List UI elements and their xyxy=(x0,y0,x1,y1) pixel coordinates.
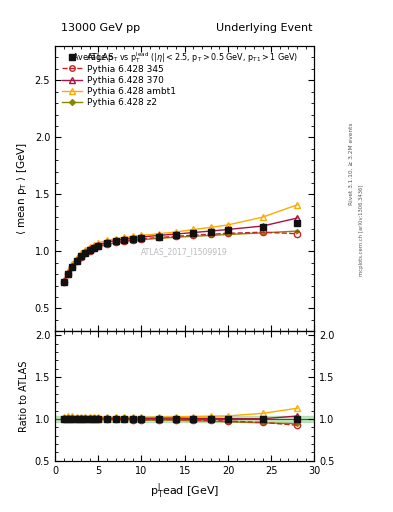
Legend: ATLAS, Pythia 6.428 345, Pythia 6.428 370, Pythia 6.428 ambt1, Pythia 6.428 z2: ATLAS, Pythia 6.428 345, Pythia 6.428 37… xyxy=(59,51,178,110)
Pythia 6.428 345 xyxy=(83,250,88,257)
Pythia 6.428 345 xyxy=(208,231,213,238)
Pythia 6.428 345 xyxy=(74,259,79,265)
Pythia 6.428 345 xyxy=(139,236,144,242)
Pythia 6.428 345 xyxy=(61,279,66,285)
Pythia 6.428 z2 xyxy=(122,239,127,245)
Text: ATLAS_2017_I1509919: ATLAS_2017_I1509919 xyxy=(141,247,228,256)
Pythia 6.428 ambt1 xyxy=(226,222,230,228)
Pythia 6.428 370 xyxy=(83,249,88,255)
Pythia 6.428 z2 xyxy=(139,237,144,243)
Pythia 6.428 345 xyxy=(92,245,96,251)
Pythia 6.428 z2 xyxy=(130,238,135,244)
Pythia 6.428 370 xyxy=(208,228,213,234)
Text: Underlying Event: Underlying Event xyxy=(216,23,312,33)
Pythia 6.428 370 xyxy=(74,257,79,263)
Pythia 6.428 z2 xyxy=(295,228,299,234)
Pythia 6.428 ambt1 xyxy=(105,238,109,244)
Pythia 6.428 345 xyxy=(105,241,109,247)
Pythia 6.428 z2 xyxy=(83,250,88,257)
Pythia 6.428 z2 xyxy=(156,236,161,242)
Pythia 6.428 345 xyxy=(156,234,161,241)
Pythia 6.428 ambt1 xyxy=(87,244,92,250)
Pythia 6.428 z2 xyxy=(92,246,96,252)
Text: 13000 GeV pp: 13000 GeV pp xyxy=(61,23,140,33)
Pythia 6.428 370 xyxy=(61,278,66,284)
Pythia 6.428 ambt1 xyxy=(139,232,144,239)
Pythia 6.428 ambt1 xyxy=(96,240,101,246)
Pythia 6.428 345 xyxy=(70,264,75,270)
Pythia 6.428 z2 xyxy=(61,280,66,286)
Text: mcplots.cern.ch [arXiv:1306.3436]: mcplots.cern.ch [arXiv:1306.3436] xyxy=(359,185,364,276)
Pythia 6.428 ambt1 xyxy=(156,230,161,237)
Line: Pythia 6.428 345: Pythia 6.428 345 xyxy=(61,229,300,285)
Pythia 6.428 370 xyxy=(130,235,135,241)
Pythia 6.428 z2 xyxy=(74,259,79,265)
Pythia 6.428 z2 xyxy=(191,233,196,240)
Pythia 6.428 345 xyxy=(87,248,92,254)
Pythia 6.428 ambt1 xyxy=(66,268,70,274)
Pythia 6.428 ambt1 xyxy=(130,233,135,240)
Pythia 6.428 370 xyxy=(226,226,230,232)
Pythia 6.428 345 xyxy=(295,230,299,237)
Pythia 6.428 z2 xyxy=(87,248,92,254)
Pythia 6.428 z2 xyxy=(66,271,70,278)
Pythia 6.428 z2 xyxy=(226,231,230,238)
Pythia 6.428 z2 xyxy=(96,244,101,250)
Pythia 6.428 370 xyxy=(174,231,178,237)
Pythia 6.428 z2 xyxy=(105,242,109,248)
Bar xyxy=(55,416,314,421)
Pythia 6.428 345 xyxy=(260,229,265,236)
Pythia 6.428 ambt1 xyxy=(83,247,88,253)
Pythia 6.428 370 xyxy=(87,246,92,252)
Pythia 6.428 z2 xyxy=(174,234,178,240)
X-axis label: p$_\mathrm{T}^\mathrm{l}$ead [GeV]: p$_\mathrm{T}^\mathrm{l}$ead [GeV] xyxy=(150,481,219,501)
Pythia 6.428 ambt1 xyxy=(208,224,213,230)
Pythia 6.428 ambt1 xyxy=(260,214,265,220)
Pythia 6.428 370 xyxy=(70,263,75,269)
Pythia 6.428 370 xyxy=(260,223,265,229)
Y-axis label: Ratio to ATLAS: Ratio to ATLAS xyxy=(19,360,29,432)
Pythia 6.428 370 xyxy=(113,238,118,244)
Pythia 6.428 370 xyxy=(191,229,196,236)
Text: Average p$_\mathrm{T}$ vs p$_\mathrm{T}^\mathrm{lead}$ ($|\eta| < 2.5$, p$_\math: Average p$_\mathrm{T}$ vs p$_\mathrm{T}^… xyxy=(72,50,298,65)
Line: Pythia 6.428 z2: Pythia 6.428 z2 xyxy=(62,230,299,284)
Pythia 6.428 370 xyxy=(139,234,144,240)
Pythia 6.428 370 xyxy=(92,244,96,250)
Pythia 6.428 ambt1 xyxy=(295,202,299,208)
Pythia 6.428 ambt1 xyxy=(79,250,83,257)
Pythia 6.428 z2 xyxy=(260,230,265,236)
Pythia 6.428 ambt1 xyxy=(191,226,196,232)
Pythia 6.428 345 xyxy=(130,237,135,243)
Pythia 6.428 370 xyxy=(105,239,109,245)
Y-axis label: $\langle$ mean p$_\mathrm{T}$ $\rangle$ [GeV]: $\langle$ mean p$_\mathrm{T}$ $\rangle$ … xyxy=(15,142,29,235)
Pythia 6.428 ambt1 xyxy=(174,229,178,235)
Pythia 6.428 370 xyxy=(156,232,161,239)
Pythia 6.428 345 xyxy=(66,271,70,278)
Pythia 6.428 ambt1 xyxy=(122,234,127,241)
Pythia 6.428 345 xyxy=(96,243,101,249)
Text: Rivet 3.1.10, ≥ 3.2M events: Rivet 3.1.10, ≥ 3.2M events xyxy=(349,122,354,205)
Pythia 6.428 ambt1 xyxy=(113,236,118,242)
Pythia 6.428 345 xyxy=(122,238,127,244)
Pythia 6.428 ambt1 xyxy=(92,242,96,248)
Pythia 6.428 345 xyxy=(79,254,83,260)
Pythia 6.428 370 xyxy=(96,242,101,248)
Pythia 6.428 ambt1 xyxy=(61,277,66,283)
Pythia 6.428 345 xyxy=(174,233,178,240)
Pythia 6.428 345 xyxy=(113,239,118,245)
Pythia 6.428 z2 xyxy=(70,264,75,270)
Pythia 6.428 345 xyxy=(191,232,196,238)
Pythia 6.428 370 xyxy=(122,236,127,242)
Pythia 6.428 370 xyxy=(295,215,299,221)
Line: Pythia 6.428 370: Pythia 6.428 370 xyxy=(61,215,300,284)
Pythia 6.428 370 xyxy=(79,252,83,259)
Line: Pythia 6.428 ambt1: Pythia 6.428 ambt1 xyxy=(61,202,300,283)
Pythia 6.428 370 xyxy=(66,270,70,276)
Pythia 6.428 ambt1 xyxy=(70,261,75,267)
Pythia 6.428 345 xyxy=(226,230,230,237)
Pythia 6.428 z2 xyxy=(208,232,213,239)
Pythia 6.428 z2 xyxy=(79,254,83,260)
Pythia 6.428 ambt1 xyxy=(74,255,79,261)
Pythia 6.428 z2 xyxy=(113,240,118,246)
